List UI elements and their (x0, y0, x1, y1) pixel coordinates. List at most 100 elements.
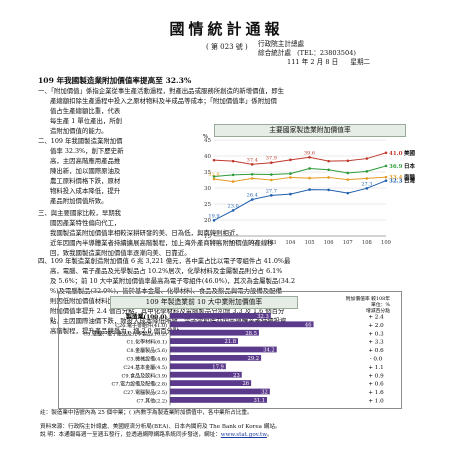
category-label: C5.電腦、電子產品及光學製品(10.2) (83, 330, 167, 337)
series-point (308, 176, 311, 180)
change-label: + 2.0 (368, 323, 384, 329)
series-point (384, 179, 388, 182)
y-axis-label: % (203, 134, 208, 140)
p4-line: 及 5.6%；前 10 大中業附加價值率最高為電子零組件(46.0%)，其次為金… (50, 277, 296, 285)
bar-value-label: 32 (261, 390, 268, 396)
bar (170, 380, 252, 386)
series-point (365, 177, 369, 180)
data-label: 32.8 (208, 172, 219, 178)
series-name: 日本 (404, 162, 416, 170)
y-tick-label: 35 (204, 170, 211, 176)
p2-line: 陳出新，加以國際原油及 (50, 167, 121, 175)
data-label: 37.9 (266, 156, 277, 162)
bar (170, 321, 314, 328)
y-tick-label: 40 (204, 154, 211, 160)
bar-value-label: 28.5 (245, 331, 257, 337)
series-point (327, 159, 330, 163)
office-line: 綜合統計處 (TEL：23803504) (258, 49, 356, 58)
category-label: C26.電子零組件(41.0) (115, 322, 167, 329)
publish-weekday: 星期二 (350, 58, 371, 66)
x-tick-label: 105 (305, 240, 315, 246)
series-point (270, 173, 273, 176)
p2-line: 產品附加價值所致。 (50, 197, 108, 205)
series-point (346, 171, 350, 175)
series-point (346, 159, 350, 163)
category-label: C3.機械設備(4.6) (127, 356, 167, 363)
bar-value-label: 23 (233, 373, 240, 379)
p3-line: 國因產業特性偏向代工， (50, 219, 121, 227)
bar-value-label: 17.9 (212, 364, 224, 370)
category-label: C1.化學材料(6.1) (127, 339, 167, 346)
country-chart-svg: % 15 20 25 30 35 40 45 100 101 102 103 104 105 106 107 1… (203, 134, 416, 246)
change-label: + 0.3 (368, 331, 384, 337)
p4-line: 高，電腦、電子產品及光學製品占 10.2%居次，化學材料及金屬製品則分占 6.1… (50, 267, 283, 275)
remark-end: 。 (267, 432, 273, 438)
x-tick-label: 100 (209, 240, 219, 246)
office-name: 綜合統計處 (258, 49, 291, 57)
page-title: 國情統計通報 (169, 20, 284, 38)
p1-line: 每生產 1 單位產出，所創 (50, 117, 123, 125)
office-tel: (TEL：23803504) (297, 49, 356, 57)
series-end-label: 33.4 (389, 175, 403, 181)
industry-chart-title: 109 年製造業前 10 大中業附加價值率 (110, 296, 298, 309)
p1-line: 產總額扣除生產過程中投入之原材物料及半成品等成本；「附加價值率」係附加價 (50, 97, 277, 105)
unit-label: 附加價值率 較108年 (346, 295, 390, 302)
paragraph-1: 一、「附加價值」係指企業從事生產活動過程，對產出品或服務所創造的新增價值，即生 … (38, 86, 284, 136)
p3-line: 我國製造業附加價值率相較深耕研發的美、日為低，與南韓則相近， (50, 229, 242, 237)
series-line-1 (213, 165, 387, 177)
series-name: 美國 (404, 149, 416, 157)
remark-line: 說 明：本通報每週一至週五發行，並透過網際網路系統同步發送，網址：www.sta… (40, 431, 273, 439)
p3-line: 近年因國內半導體業者持續擴展高階製程，加上海外產商將高附加價值的產線移 (50, 239, 274, 247)
series-point (231, 209, 235, 212)
data-label: 19.9 (208, 213, 219, 219)
bar (170, 346, 277, 353)
series-point (327, 168, 330, 172)
bar-value-label: 21.8 (224, 339, 236, 345)
bar (170, 338, 239, 344)
chart-note: 註：製造業中括號內為 25 個中業；( )內數字為製造業附加價值中，各中業所占比… (40, 410, 253, 416)
series-line-0 (213, 152, 387, 165)
bar-value-label: 29.2 (248, 356, 260, 362)
series-point (308, 188, 311, 191)
p2-line: 物料投入成本降低，提升 (50, 187, 121, 195)
series-point (346, 178, 350, 181)
series-point (212, 175, 216, 178)
data-label: 27.7 (266, 188, 277, 194)
category-label: C8.金屬製品(5.6) (127, 347, 167, 354)
data-label: 23.0 (228, 203, 239, 209)
industry-chart (58, 291, 402, 409)
p1-line: 值占生產總額比重，代表 (50, 107, 121, 115)
series-point (212, 177, 216, 181)
publish-date: 111 年 2 月 8 日 (287, 58, 339, 66)
series-point (365, 187, 369, 190)
p2-line: 農工原料價格下跌，原材 (50, 177, 121, 185)
category-label: C24.基本金屬(4.5) (123, 364, 167, 371)
series-point (270, 178, 273, 182)
category-label: C7.電力設備及配備(2.8) (112, 381, 167, 388)
p1-line: 造附加價值的能力。 (50, 127, 108, 135)
country-chart: 主要國家製造業附加價值率 % 15 20 25 30 35 40 45 100 101 102 103… (190, 124, 424, 252)
change-label: + 0.6 (368, 382, 384, 388)
series-end-label: 32.3 (389, 179, 403, 185)
bar (170, 371, 242, 378)
x-tick-label: 103 (266, 240, 276, 246)
change-label: + 3.3 (368, 340, 384, 346)
p4-line: 附加價值率提升 2.4 個百分點，其中化學材料及電腦製品分別增 3.3 及 1.… (50, 307, 285, 315)
website-link[interactable]: www.stat.gov.tw (220, 432, 267, 438)
y-tick-label: 20 (204, 218, 211, 224)
bar (170, 313, 271, 319)
change-label: - 0.0 (370, 357, 383, 363)
y-tick-label: 15 (204, 234, 211, 240)
series-point (250, 163, 254, 166)
series-point (212, 158, 216, 162)
x-tick-label: 108 (362, 240, 372, 246)
series-point (250, 198, 254, 201)
p4-line: 點，主因國際油價下跌，致投入成本降低所致，電子零組件亦因半導體業者持續投資 (50, 317, 287, 325)
data-label: 39.6 (304, 150, 315, 156)
bar-value-label: 32.3 (257, 314, 269, 320)
paragraph-3: 三、與主要國家比較，早期我 國因產業特性偏向代工， 我國製造業附加價值率相較深耕… (38, 208, 274, 258)
series-point (231, 180, 235, 183)
bar-value-label: 34.2 (263, 348, 275, 354)
series-point (212, 219, 216, 222)
series-point (384, 151, 388, 155)
